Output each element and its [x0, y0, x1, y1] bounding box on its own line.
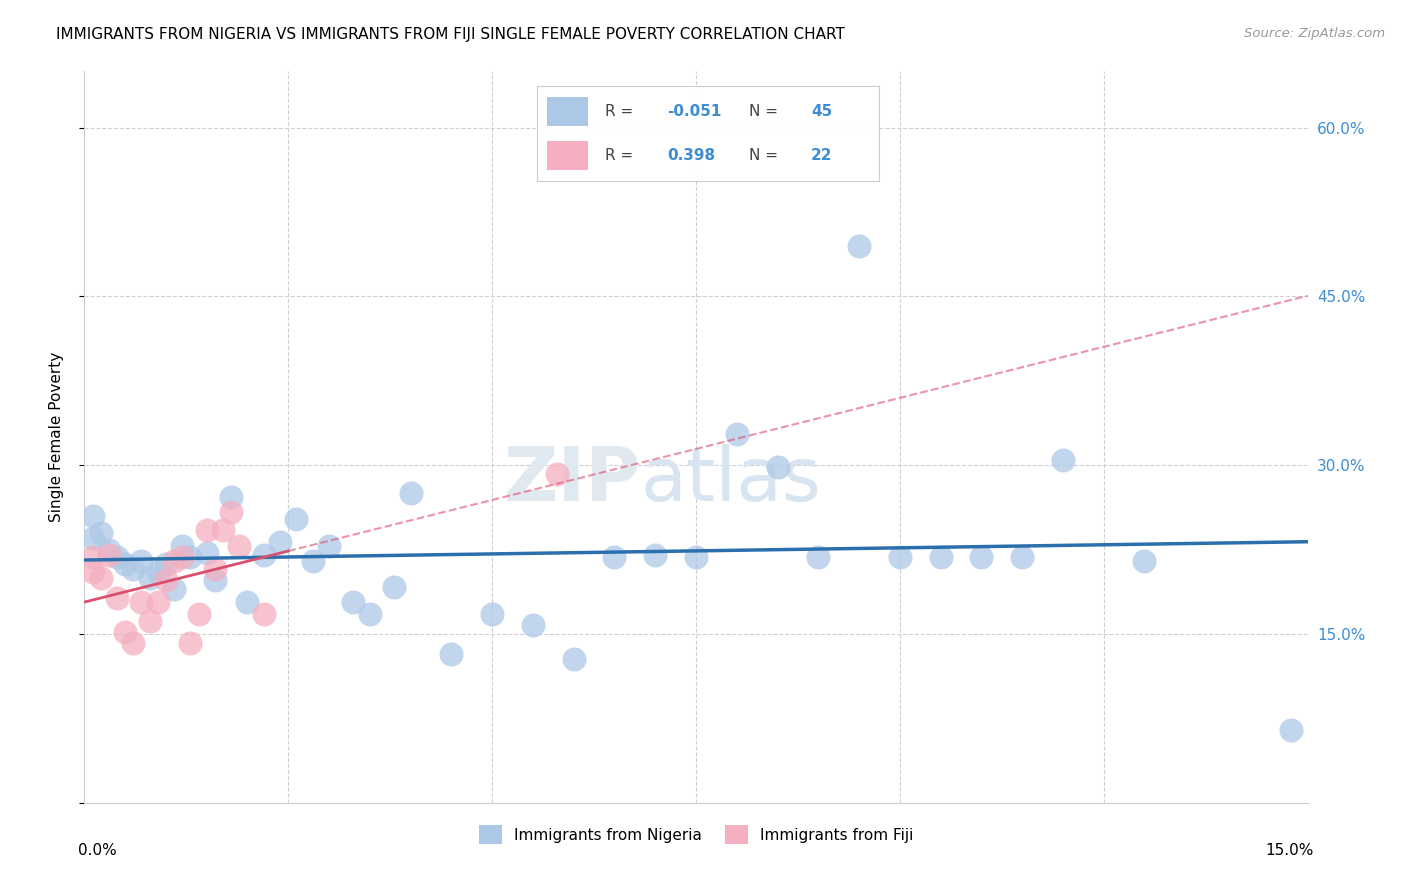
Y-axis label: Single Female Poverty: Single Female Poverty	[49, 352, 63, 522]
Point	[97, 542, 120, 557]
Text: ZIP: ZIP	[503, 444, 641, 517]
Point	[766, 460, 789, 475]
Point	[318, 539, 340, 553]
Point	[97, 548, 120, 562]
Point	[342, 595, 364, 609]
Point	[848, 239, 870, 253]
Point	[82, 508, 104, 523]
Point	[970, 550, 993, 565]
Point	[1011, 550, 1033, 565]
Text: atlas: atlas	[641, 444, 823, 517]
Point	[195, 524, 218, 538]
Point	[155, 558, 177, 572]
Point	[114, 558, 136, 572]
Point	[105, 550, 128, 565]
Point	[603, 550, 626, 565]
Point	[163, 554, 186, 568]
Point	[382, 580, 405, 594]
Text: Source: ZipAtlas.com: Source: ZipAtlas.com	[1244, 27, 1385, 40]
Point	[522, 618, 544, 632]
Point	[122, 636, 145, 650]
Point	[90, 525, 112, 540]
Point	[399, 486, 422, 500]
Point	[82, 565, 104, 579]
Point	[212, 524, 235, 538]
Point	[301, 554, 323, 568]
Point	[1052, 452, 1074, 467]
Point	[90, 571, 112, 585]
Point	[179, 550, 201, 565]
Point	[187, 607, 209, 621]
Point	[114, 624, 136, 639]
Point	[122, 562, 145, 576]
Point	[807, 550, 830, 565]
Point	[546, 467, 568, 482]
Point	[204, 562, 226, 576]
Point	[285, 512, 308, 526]
Point	[359, 607, 381, 621]
Point	[146, 565, 169, 579]
Text: IMMIGRANTS FROM NIGERIA VS IMMIGRANTS FROM FIJI SINGLE FEMALE POVERTY CORRELATIO: IMMIGRANTS FROM NIGERIA VS IMMIGRANTS FR…	[56, 27, 845, 42]
Point	[725, 426, 748, 441]
Point	[131, 554, 153, 568]
Point	[562, 652, 585, 666]
Legend: Immigrants from Nigeria, Immigrants from Fiji: Immigrants from Nigeria, Immigrants from…	[472, 819, 920, 850]
Point	[82, 532, 104, 546]
Point	[1279, 723, 1302, 737]
Point	[163, 582, 186, 596]
Point	[155, 573, 177, 587]
Point	[236, 595, 259, 609]
Point	[644, 548, 666, 562]
Point	[105, 591, 128, 605]
Point	[138, 614, 160, 628]
Text: 0.0%: 0.0%	[79, 843, 117, 858]
Point	[685, 550, 707, 565]
Point	[131, 595, 153, 609]
Point	[228, 539, 250, 553]
Point	[195, 546, 218, 560]
Point	[269, 534, 291, 549]
Text: 15.0%: 15.0%	[1265, 843, 1313, 858]
Point	[929, 550, 952, 565]
Point	[253, 607, 276, 621]
Point	[253, 548, 276, 562]
Point	[1133, 554, 1156, 568]
Point	[138, 571, 160, 585]
Point	[172, 539, 194, 553]
Point	[172, 550, 194, 565]
Point	[481, 607, 503, 621]
Point	[219, 506, 242, 520]
Point	[82, 550, 104, 565]
Point	[204, 573, 226, 587]
Point	[889, 550, 911, 565]
Point	[219, 490, 242, 504]
Point	[179, 636, 201, 650]
Point	[440, 647, 463, 661]
Point	[146, 595, 169, 609]
